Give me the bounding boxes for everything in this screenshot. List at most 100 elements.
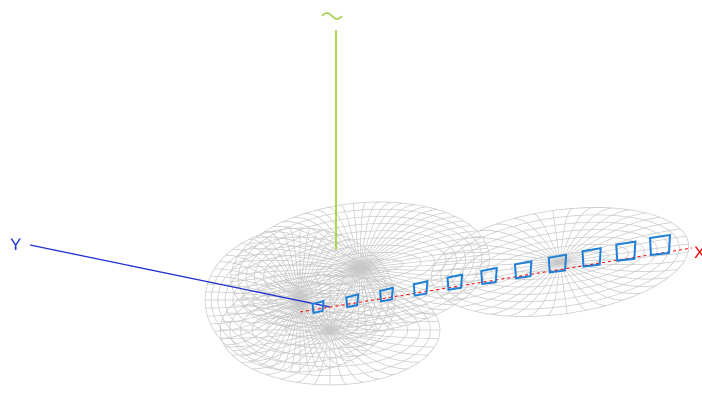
back-lobe-spoke [341,267,361,335]
back-lobe-spoke [359,206,427,269]
array-element-5 [446,273,464,291]
array-element-1 [311,299,325,315]
side-lobe-left-spoke [299,268,386,301]
main-lobe-spoke [559,209,630,263]
back-lobe-spoke [248,242,361,269]
back-lobe-spoke [359,202,404,269]
side-lobe-bottom-spoke [329,329,420,363]
back-lobe-spoke [230,267,361,276]
side-lobe-bottom-spoke [329,329,395,375]
side-lobe-bottom-spoke [295,329,331,383]
side-lobe-left-spoke [299,261,381,301]
side-lobe-bottom-spoke [240,297,331,331]
main-lobe-spoke [559,216,660,263]
main-lobe-spoke [559,222,672,263]
side-lobe-bottom-spoke [329,329,435,348]
side-lobe-left-spoke [219,261,301,301]
side-lobe-left-spoke [299,238,351,301]
side-lobe-bottom-spoke [329,290,408,331]
main-lobe-spoke [559,251,689,263]
side-lobe-left-spoke [299,299,311,372]
side-lobe-bottom-spoke [295,277,331,331]
y-axis-line [29,244,331,308]
array-element-4 [412,279,429,297]
side-lobe-left-spoke [268,299,301,369]
back-lobe-spoke [359,267,416,323]
main-lobe-spoke [552,210,561,263]
side-lobe-bottom-spoke [329,275,348,331]
main-lobe-spoke [527,261,561,317]
side-lobe-bottom-spoke [252,329,331,370]
back-lobe-spoke [263,231,361,269]
side-lobe-left-spoke [258,299,301,366]
main-lobe-spoke [546,261,561,317]
back-lobe-spoke [293,267,361,330]
side-lobe-left-spoke [232,248,301,301]
array-element-2 [345,293,360,309]
back-lobe-spoke [359,254,490,269]
back-lobe-spoke [359,267,486,276]
side-lobe-left-spoke [219,299,301,339]
side-lobe-left-spoke [299,229,322,301]
side-lobe-left-spoke [205,299,301,309]
array-element-6 [480,266,498,286]
main-lobe-spoke [559,243,689,263]
side-lobe-bottom-spoke [329,329,408,370]
main-lobe-spoke [441,252,561,263]
main-lobe-spoke [559,228,681,263]
side-lobe-left-spoke [299,234,342,301]
main-lobe-spoke [559,261,625,301]
back-lobe-spoke [234,260,361,269]
side-lobe-bottom-spoke [329,329,380,380]
back-lobe-spoke [359,202,367,269]
side-lobe-bottom-spoke [329,321,439,331]
main-lobe-spoke [559,207,613,263]
side-lobe-bottom-spoke [280,329,331,380]
side-lobe-left-spoke [232,299,301,352]
side-lobe-left-spoke [278,299,301,371]
main-lobe-spoke [559,212,646,263]
array-element-9 [581,247,602,268]
side-lobe-left-spoke [210,275,301,301]
main-lobe-spoke [532,213,561,263]
side-lobe-bottom-spoke [329,329,365,383]
side-lobe-bottom-spoke [240,329,331,363]
side-lobe-bottom-spoke [329,285,395,331]
back-lobe-spoke [255,236,361,269]
side-lobe-bottom-spoke [312,329,331,385]
side-lobe-left-spoke [299,299,390,325]
main-lobe-spoke [559,261,568,314]
side-lobe-left-spoke [240,299,301,357]
main-lobe-spoke [478,230,561,263]
side-lobe-left-spoke [289,228,301,301]
back-lobe-spoke [359,216,456,269]
side-lobe-left-spoke [258,234,301,301]
side-lobe-left-spoke [299,299,351,362]
side-lobe-left-spoke [299,248,368,301]
side-lobe-left-spoke [278,229,301,301]
side-lobe-left-spoke [289,299,301,372]
main-lobe-spoke [559,261,588,311]
side-lobe-left-spoke [207,299,301,317]
main-lobe-spoke [513,218,561,263]
back-lobe-spoke [359,267,392,330]
side-lobe-left-spoke [214,268,301,301]
back-lobe-spoke [328,206,361,269]
back-lobe-spoke [359,201,392,269]
back-lobe-spoke [359,267,368,333]
main-lobe-spoke [559,207,574,263]
side-lobe-left-spoke [268,231,301,301]
side-lobe-bottom-spoke [329,304,429,331]
side-lobe-bottom-spoke [280,280,331,331]
back-lobe-spoke [359,220,464,269]
side-lobe-left-spoke [225,299,301,346]
back-lobe-spoke [359,267,457,305]
back-lobe-spoke [359,247,489,269]
side-lobe-bottom-spoke [329,329,439,339]
main-lobe-spoke [559,260,685,265]
main-lobe-spoke [439,261,561,296]
main-lobe-spoke [559,261,669,280]
main-lobe-spoke [559,235,687,263]
y-axis-label: Y [10,235,21,254]
